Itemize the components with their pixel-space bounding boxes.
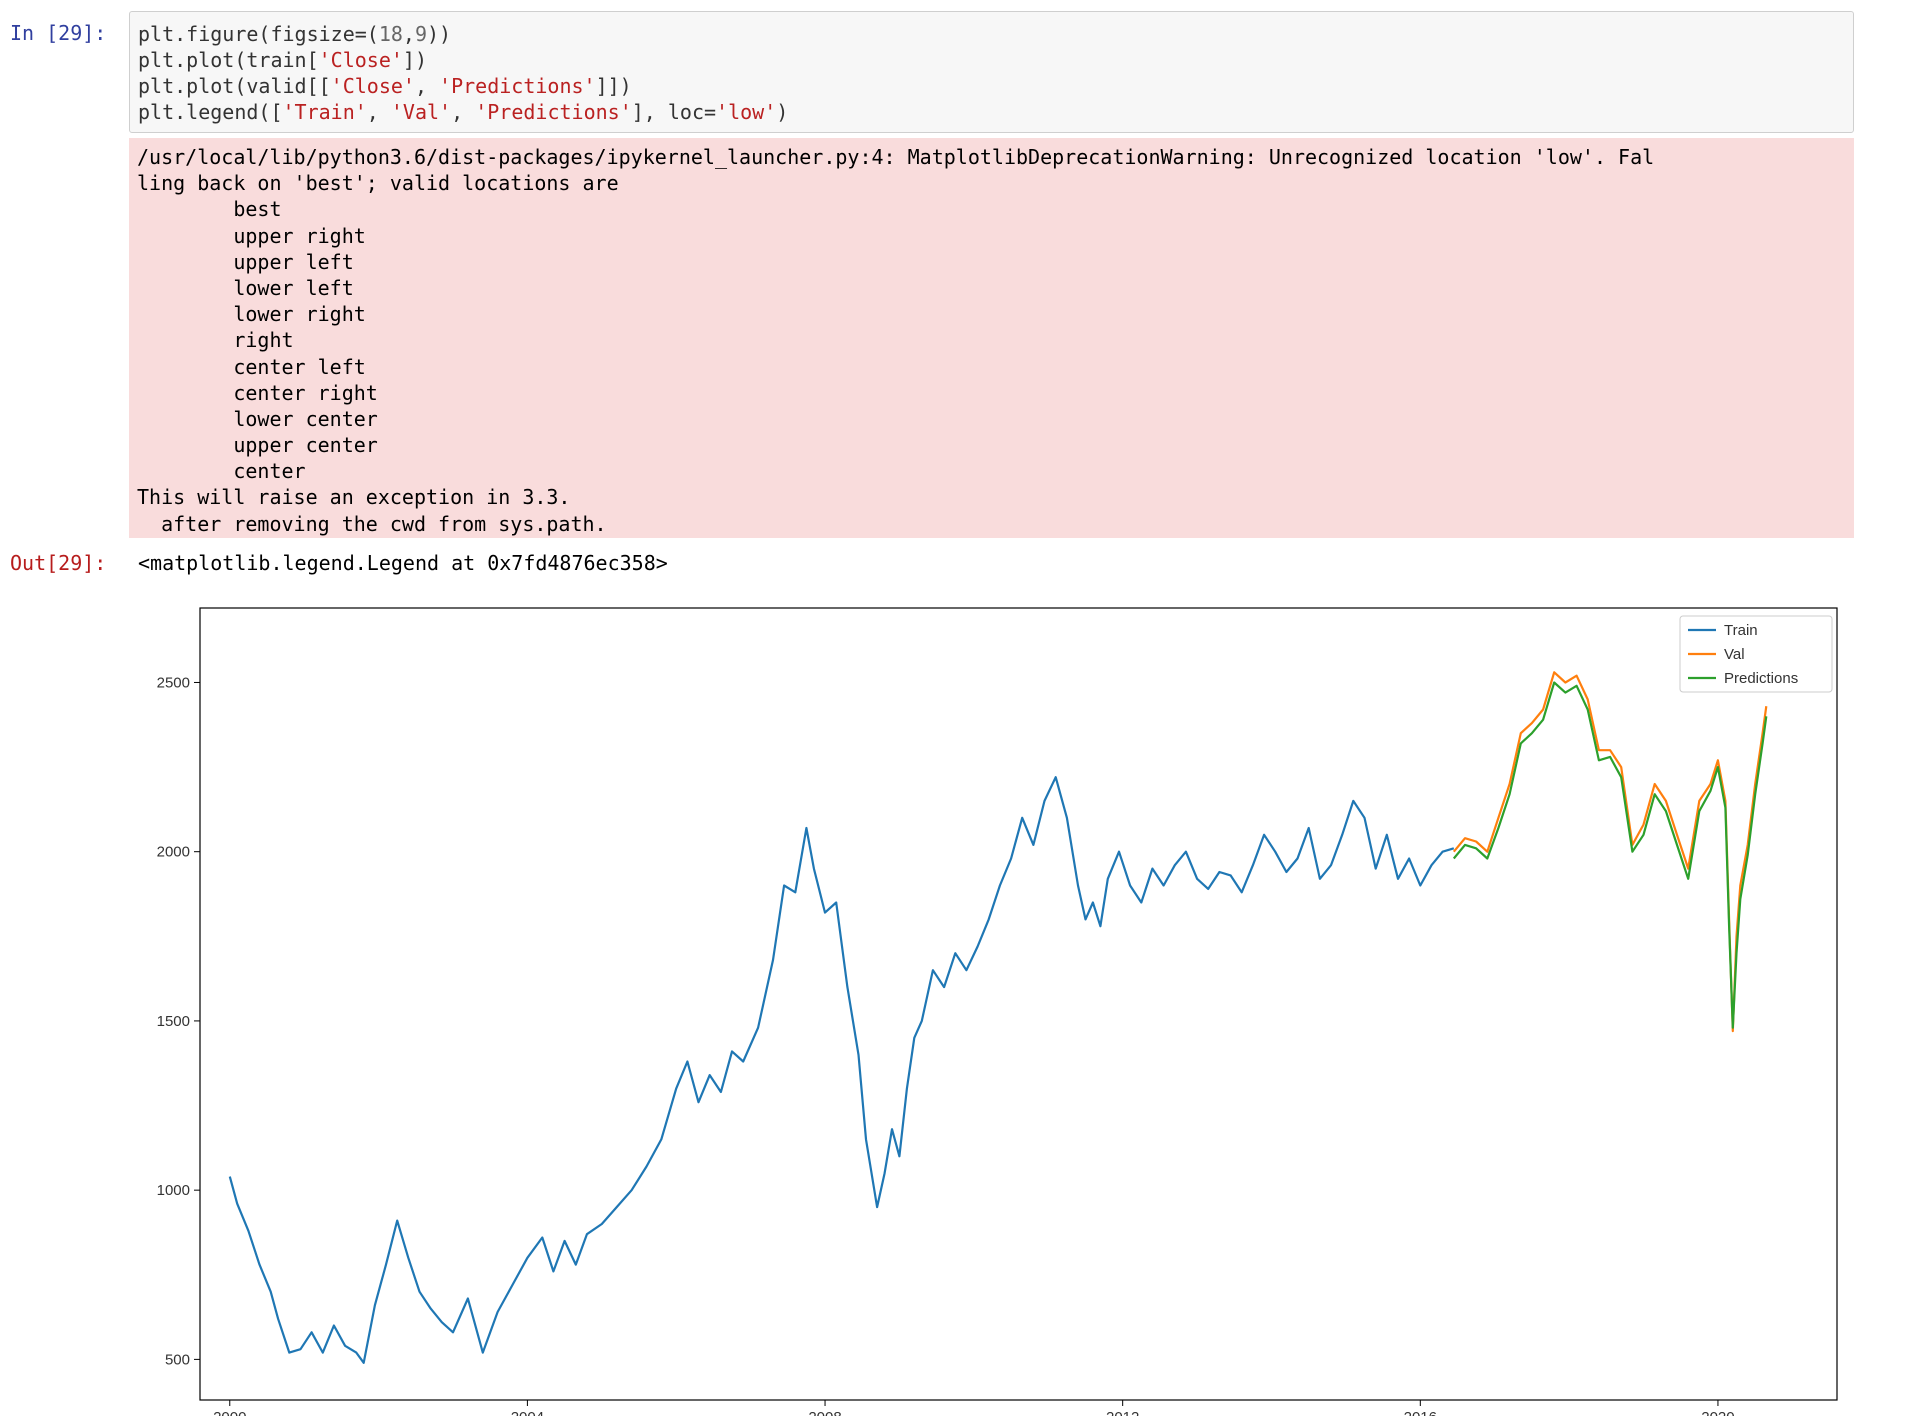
- code-token: plt.plot(train[: [138, 48, 319, 72]
- x-tick-label: 2000: [213, 1409, 246, 1416]
- code-token: 'Close': [330, 74, 415, 98]
- code-input-cell[interactable]: plt.figure(figsize=(18,9)) plt.plot(train…: [129, 11, 1854, 133]
- y-tick-label: 500: [165, 1351, 190, 1368]
- y-tick-label: 1000: [157, 1182, 190, 1199]
- code-token: 'low': [716, 100, 777, 124]
- code-token: ], loc=: [631, 100, 717, 124]
- code-token: 9: [414, 22, 428, 46]
- x-tick-label: 2012: [1106, 1409, 1139, 1416]
- code-line: plt.legend(['Train', 'Val', 'Predictions…: [138, 99, 1845, 125]
- stderr-output: /usr/local/lib/python3.6/dist-packages/i…: [129, 138, 1854, 538]
- code-line: plt.plot(valid[['Close', 'Predictions']]…: [138, 73, 1845, 99]
- plot-area: [200, 608, 1837, 1400]
- stderr-line: lower right: [137, 302, 366, 327]
- stderr-line: right: [137, 328, 294, 353]
- stderr-line: best: [137, 197, 282, 222]
- output-prompt: Out[29]:: [10, 551, 107, 575]
- code-token: 'Predictions': [439, 74, 596, 98]
- series-line-predictions: [1452, 681, 1768, 1029]
- legend-box: [1679, 615, 1833, 693]
- series-line-train: [228, 776, 1455, 1364]
- stderr-line: This will raise an exception in 3.3.: [137, 485, 571, 510]
- y-tick-label: 2000: [157, 844, 190, 861]
- x-tick-label: 2004: [511, 1409, 544, 1416]
- stderr-line: center right: [137, 380, 378, 405]
- stderr-line: lower center: [137, 406, 378, 431]
- stderr-line: after removing the cwd from sys.path.: [137, 511, 607, 536]
- code-token: plt.figure(figsize=(: [138, 22, 379, 46]
- code-line: plt.figure(figsize=(18,9)): [138, 21, 1845, 47]
- code-token: 'Close': [318, 48, 403, 72]
- x-tick-label: 2016: [1404, 1409, 1437, 1416]
- stderr-line: center: [137, 459, 306, 484]
- x-tick-label: 2008: [808, 1409, 841, 1416]
- code-token: 18: [378, 22, 403, 46]
- code-token: plt.plot(valid[[: [138, 74, 331, 98]
- code-token: ,: [366, 100, 391, 124]
- legend-label: Train: [1724, 622, 1758, 639]
- line-chart: 2000 2004 2008 2012 2016 2020 500 1000 1500 2000 2…: [157, 607, 1838, 1416]
- y-tick-label: 2500: [157, 674, 190, 691]
- stderr-line: upper right: [137, 223, 366, 248]
- y-tick-label: 1500: [157, 1013, 190, 1030]
- code-token: )): [427, 22, 452, 46]
- output-repr: <matplotlib.legend.Legend at 0x7fd4876ec…: [138, 551, 668, 575]
- code-token: ): [776, 100, 789, 124]
- code-token: plt.legend([: [138, 100, 283, 124]
- warning-text: /usr/local/lib/python3.6/dist-packages/i…: [137, 144, 1846, 537]
- stderr-line: /usr/local/lib/python3.6/dist-packages/i…: [137, 145, 1655, 169]
- code-token: 'Predictions': [475, 100, 632, 124]
- code-editor[interactable]: plt.figure(figsize=(18,9)) plt.plot(train…: [138, 21, 1845, 125]
- code-token: 'Train': [282, 100, 367, 124]
- legend-label: Predictions: [1724, 670, 1798, 687]
- x-tick-label: 2020: [1701, 1409, 1734, 1416]
- plot-frame: [199, 607, 1838, 1401]
- code-line: plt.plot(train['Close']): [138, 47, 1845, 73]
- stderr-line: ling back on 'best'; valid locations are: [137, 171, 619, 196]
- code-token: ]): [402, 48, 428, 72]
- code-token: ,: [402, 22, 415, 46]
- stderr-line: center left: [137, 354, 366, 379]
- code-token: 'Val': [390, 100, 452, 124]
- stderr-line: lower left: [137, 275, 354, 300]
- code-token: ,: [451, 100, 476, 124]
- legend-label: Val: [1724, 646, 1745, 663]
- stderr-line: upper center: [137, 433, 378, 458]
- code-token: ]]): [595, 74, 632, 98]
- code-token: ,: [414, 74, 440, 98]
- stderr-line: upper left: [137, 249, 354, 274]
- input-prompt: In [29]:: [10, 21, 107, 45]
